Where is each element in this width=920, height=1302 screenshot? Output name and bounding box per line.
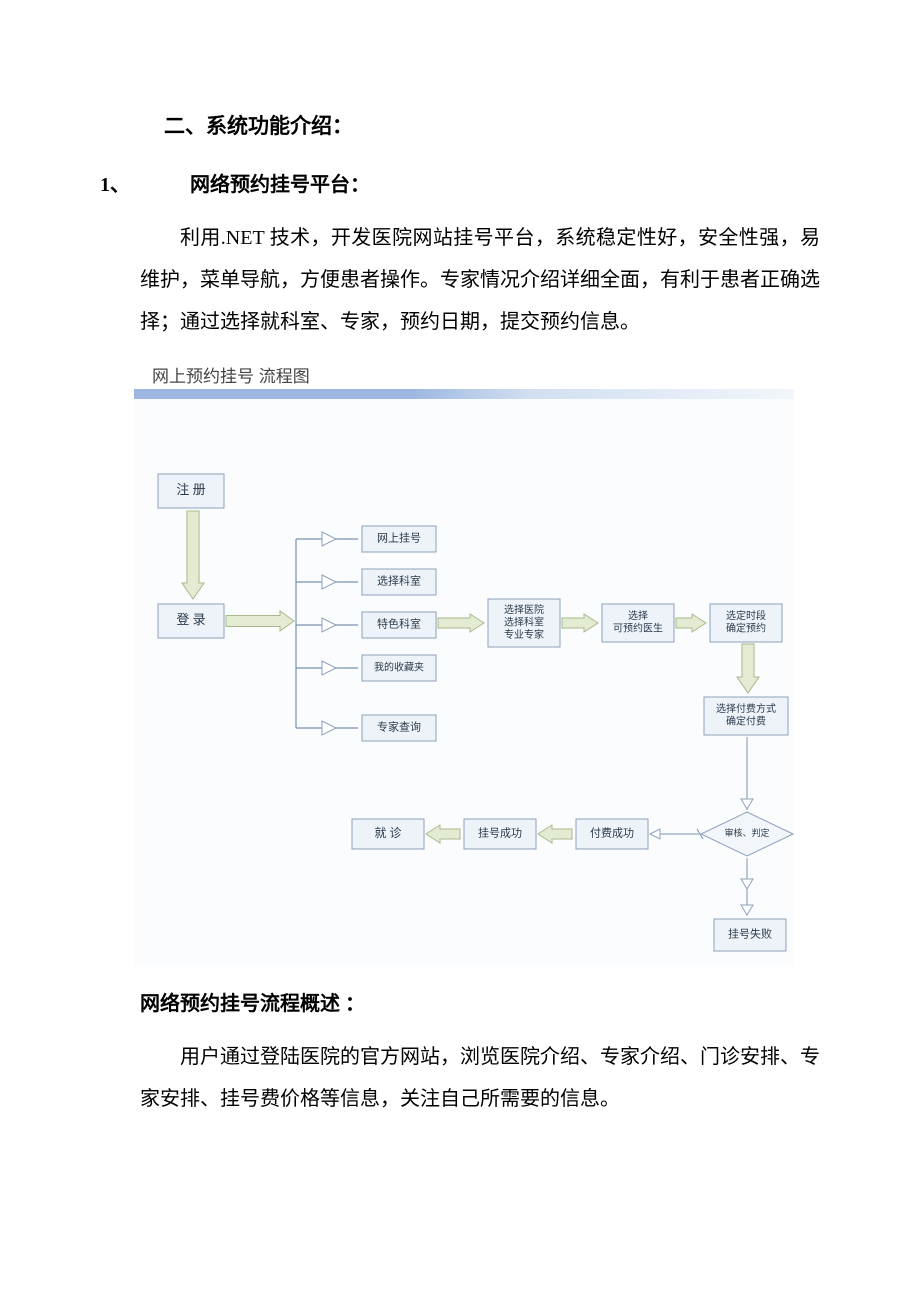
svg-text:网上挂号: 网上挂号 — [377, 531, 421, 545]
subsection-heading: 1、 网络预约挂号平台： — [100, 168, 820, 197]
svg-text:挂号成功: 挂号成功 — [478, 826, 522, 840]
svg-text:登 录: 登 录 — [176, 612, 205, 627]
svg-text:审核、判定: 审核、判定 — [724, 827, 769, 838]
svg-text:选择付费方式: 选择付费方式 — [716, 702, 776, 715]
flowchart-region: 网上预约挂号 流程图 注 册登 录网上挂号选择科室特色科室我的收藏夹专家查询选择… — [134, 361, 820, 967]
svg-text:专家查询: 专家查询 — [377, 720, 421, 734]
svg-text:就 诊: 就 诊 — [374, 826, 401, 840]
flowchart-title: 网上预约挂号 流程图 — [134, 362, 310, 389]
subsection-title: 网络预约挂号平台： — [190, 168, 370, 197]
svg-text:确定预约: 确定预约 — [726, 622, 766, 635]
flowchart-title-underline — [134, 389, 794, 399]
svg-text:选择: 选择 — [628, 609, 648, 622]
svg-text:选择科室: 选择科室 — [504, 615, 544, 628]
svg-text:选定时段: 选定时段 — [726, 609, 766, 622]
svg-text:确定付费: 确定付费 — [726, 715, 766, 728]
process-overview-heading: 网络预约挂号流程概述 ： — [140, 987, 820, 1016]
svg-text:特色科室: 特色科室 — [377, 617, 421, 631]
svg-text:选择医院: 选择医院 — [504, 603, 544, 616]
svg-text:可预约医生: 可预约医生 — [613, 622, 663, 635]
svg-text:我的收藏夹: 我的收藏夹 — [374, 660, 424, 673]
flowchart-svg: 注 册登 录网上挂号选择科室特色科室我的收藏夹专家查询选择医院选择科室专业专家选… — [134, 399, 794, 967]
document-page: 二、系统功能介绍： 1、 网络预约挂号平台： 利用.NET 技术，开发医院网站挂… — [0, 0, 920, 1218]
svg-text:挂号失败: 挂号失败 — [728, 927, 772, 941]
section-heading: 二、系统功能介绍： — [164, 110, 820, 140]
subsection-number: 1、 — [100, 168, 190, 197]
svg-text:付费成功: 付费成功 — [590, 827, 634, 840]
flowchart-title-bar: 网上预约挂号 流程图 — [134, 361, 820, 389]
svg-text:注 册: 注 册 — [176, 482, 205, 497]
svg-text:选择科室: 选择科室 — [377, 574, 421, 588]
flowchart-canvas: 注 册登 录网上挂号选择科室特色科室我的收藏夹专家查询选择医院选择科室专业专家选… — [134, 399, 794, 967]
paragraph-overview: 用户通过登陆医院的官方网站，浏览医院介绍、专家介绍、门诊安排、专家安排、挂号费价… — [140, 1036, 820, 1120]
svg-text:专业专家: 专业专家 — [504, 628, 544, 641]
paragraph-intro: 利用.NET 技术，开发医院网站挂号平台，系统稳定性好，安全性强，易维护，菜单导… — [140, 217, 820, 343]
